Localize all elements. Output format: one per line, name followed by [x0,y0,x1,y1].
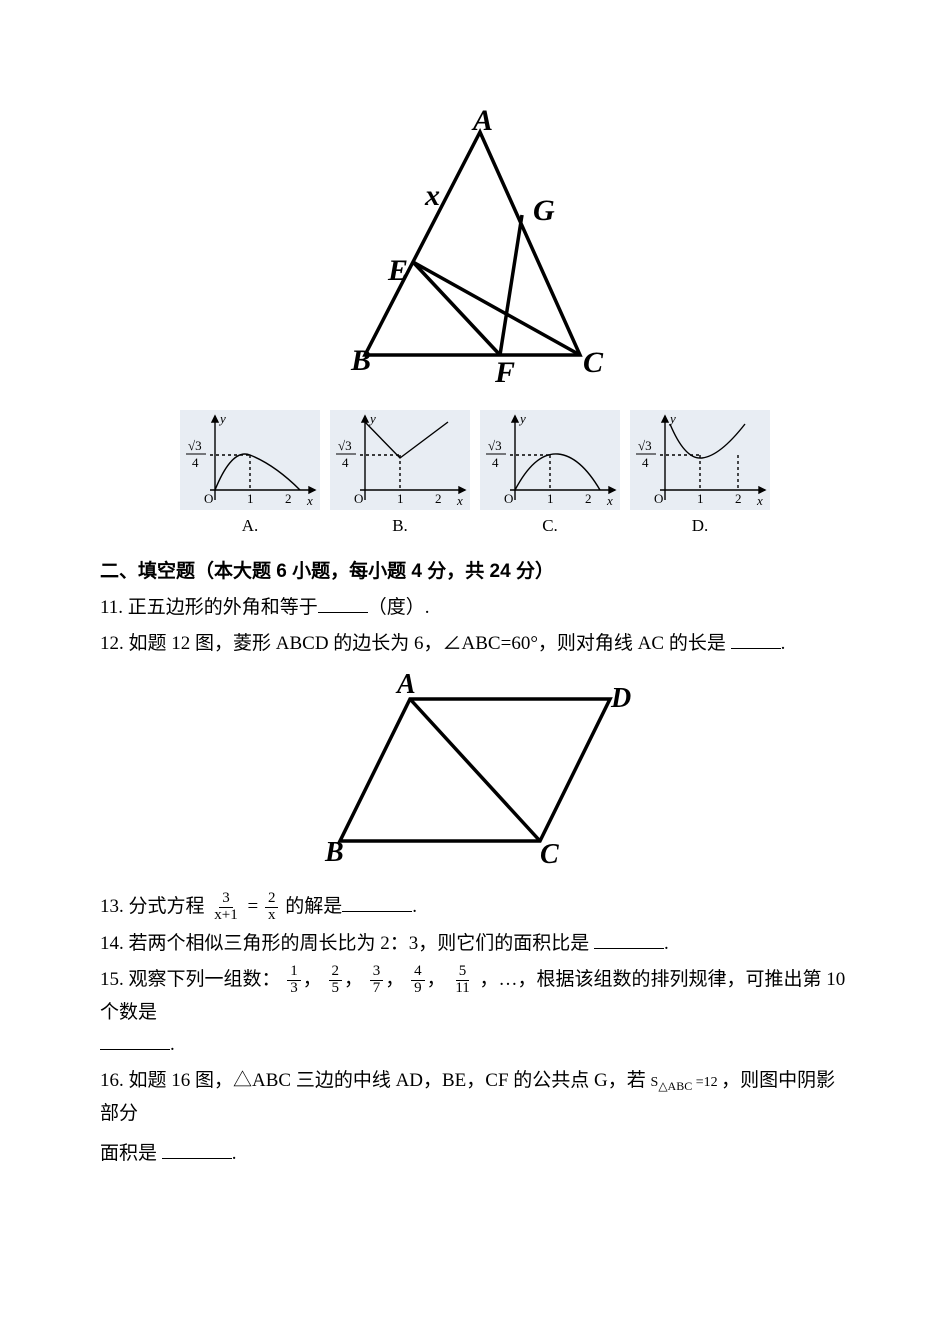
rhombus-figure: A D B C [100,671,850,871]
q11-prefix: 11. 正五边形的外角和等于 [100,597,318,618]
q15-blank [100,1029,170,1050]
question-12: 12. 如题 12 图，菱形 ABCD 的边长为 6，∠ABC=60°，则对角线… [100,628,850,660]
triangle-svg: A B C E F G x [325,110,625,390]
q15-f1: 13 [287,964,301,997]
q15-f3: 37 [370,964,384,997]
q14-suffix: . [664,933,669,954]
q15-f4: 49 [411,964,425,997]
label-x: x [424,179,440,212]
label-C: C [583,346,604,379]
q16-suffix: . [232,1143,237,1164]
rhombus-A: A [395,671,416,700]
label-E: E [387,254,408,287]
rhombus-D: D [610,683,631,714]
label-B: B [350,344,371,377]
svg-text:4: 4 [192,455,199,470]
svg-text:y: y [368,411,376,426]
q15-f2: 25 [329,964,343,997]
triangle-medians-figure: A B C E F G x [100,110,850,390]
answer-plots-row: √3 4 1 2 x y O A. √3 [100,410,850,541]
q13-prefix: 13. 分式方程 [100,896,205,917]
svg-text:O: O [504,491,513,506]
q11-blank [318,592,368,613]
question-13: 13. 分式方程 3x+1 = 2x 的解是. [100,891,850,924]
svg-text:O: O [654,491,663,506]
q15-prefix: 15. 观察下列一组数： [100,969,281,990]
svg-text:2: 2 [585,491,592,506]
q13-suffix: . [412,896,417,917]
question-11: 11. 正五边形的外角和等于 （度）. [100,592,850,624]
q11-suffix: （度）. [368,597,430,618]
svg-text:1: 1 [247,491,254,506]
svg-text:x: x [306,493,313,508]
q16-area: S△ABC =12 [651,1075,722,1090]
svg-text:1: 1 [547,491,554,506]
plot-A-label: A. [242,512,259,541]
svg-text:y: y [518,411,526,426]
label-G: G [533,194,555,227]
q12-prefix: 12. 如题 12 图，菱形 ABCD 的边长为 6，∠ABC=60°，则对角线… [100,633,726,654]
label-A: A [471,110,493,137]
svg-text:√3: √3 [638,438,652,453]
q13-eq: = [247,896,258,917]
svg-text:2: 2 [735,491,742,506]
svg-text:O: O [204,491,213,506]
rhombus-B: B [324,837,344,868]
svg-text:1: 1 [697,491,704,506]
svg-text:4: 4 [342,455,349,470]
question-16: 16. 如题 16 图，△ABC 三边的中线 AD，BE，CF 的公共点 G，若… [100,1065,850,1170]
q12-suffix: . [781,633,786,654]
svg-text:√3: √3 [338,438,352,453]
q13-blank [342,891,412,912]
q14-prefix: 14. 若两个相似三角形的周长比为 2：3，则它们的面积比是 [100,933,589,954]
rhombus-svg: A D B C [315,671,635,871]
q16-line2: 面积是 [100,1143,157,1164]
svg-text:y: y [218,411,226,426]
svg-text:√3: √3 [488,438,502,453]
question-14: 14. 若两个相似三角形的周长比为 2：3，则它们的面积比是 . [100,928,850,960]
svg-text:√3: √3 [188,438,202,453]
q13-frac1: 3x+1 [211,891,240,924]
rhombus-C: C [540,839,559,870]
q15-suffix: . [170,1034,175,1055]
svg-text:y: y [668,411,676,426]
q12-blank [731,629,781,650]
svg-text:2: 2 [435,491,442,506]
plot-C-label: C. [542,512,558,541]
svg-text:4: 4 [492,455,499,470]
q14-blank [594,928,664,949]
svg-text:2: 2 [285,491,292,506]
q16-blank [162,1138,232,1159]
svg-text:x: x [456,493,463,508]
plot-B-label: B. [392,512,408,541]
q15-f5: 511 [452,964,472,997]
question-15: 15. 观察下列一组数： 13， 25， 37， 49， 511 ，…，根据该组… [100,964,850,1061]
plot-C: √3 4 1 2 x y O C. [480,410,620,541]
svg-text:4: 4 [642,455,649,470]
svg-text:O: O [354,491,363,506]
svg-text:x: x [606,493,613,508]
q13-frac2: 2x [265,891,279,924]
q13-mid: 的解是 [285,896,342,917]
plot-B: √3 4 1 2 x y O B. [330,410,470,541]
plot-D: √3 4 1 2 x y O D. [630,410,770,541]
svg-text:x: x [756,493,763,508]
label-F: F [494,356,515,389]
q16-prefix: 16. 如题 16 图，△ABC 三边的中线 AD，BE，CF 的公共点 G，若 [100,1070,646,1091]
section-2-title: 二、填空题（本大题 6 小题，每小题 4 分，共 24 分） [100,556,850,588]
plot-A: √3 4 1 2 x y O A. [180,410,320,541]
plot-D-label: D. [692,512,709,541]
svg-text:1: 1 [397,491,404,506]
